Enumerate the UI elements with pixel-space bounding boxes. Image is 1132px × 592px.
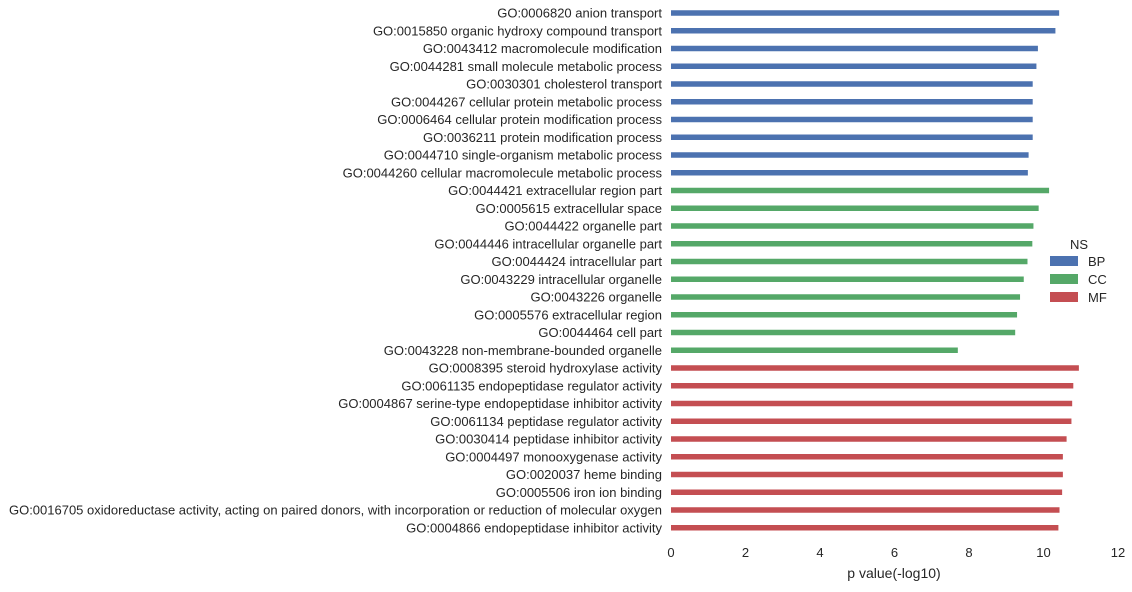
category-label: GO:0004497 monooxygenase activity — [445, 449, 662, 464]
x-tick-label: 6 — [891, 545, 898, 560]
category-label: GO:0044267 cellular protein metabolic pr… — [391, 94, 662, 109]
bar-cc — [671, 258, 1028, 265]
category-label: GO:0043228 non-membrane-bounded organell… — [384, 343, 662, 358]
category-label: GO:0005506 iron ion binding — [496, 485, 662, 500]
category-label: GO:0005615 extracellular space — [476, 201, 662, 216]
x-tick-label: 2 — [742, 545, 749, 560]
bar-mf — [671, 436, 1067, 442]
category-label: GO:0008395 steroid hydroxylase activity — [429, 361, 663, 376]
bar-cc — [671, 312, 1018, 318]
legend-swatch-bp — [1050, 256, 1078, 266]
category-label: GO:0004867 serine-type endopeptidase inh… — [338, 396, 662, 411]
bar-mf — [671, 383, 1074, 389]
bar-mf — [671, 454, 1063, 460]
legend-swatch-mf — [1050, 292, 1078, 302]
category-label: GO:0044281 small molecule metabolic proc… — [390, 59, 663, 74]
category-label: GO:0044421 extracellular region part — [448, 183, 662, 198]
bar-cc — [671, 241, 1033, 247]
category-label: GO:0043226 organelle — [530, 290, 662, 305]
category-label: GO:0004866 endopeptidase inhibitor activ… — [406, 520, 662, 535]
category-label: GO:0043229 intracellular organelle — [460, 272, 662, 287]
category-label: GO:0044710 single-organism metabolic pro… — [384, 148, 663, 163]
bar-mf — [671, 418, 1072, 424]
category-label: GO:0016705 oxidoreductase activity, acti… — [9, 503, 662, 518]
category-label: GO:0030301 cholesterol transport — [466, 77, 662, 92]
legend-label: MF — [1088, 290, 1107, 305]
category-label: GO:0005576 extracellular region — [474, 307, 662, 322]
bar-cc — [671, 347, 958, 353]
x-tick-label: 0 — [667, 545, 674, 560]
x-tick-label: 12 — [1111, 545, 1125, 560]
category-label: GO:0044446 intracellular organelle part — [434, 236, 662, 251]
bar-bp — [671, 116, 1033, 123]
bar-mf — [671, 489, 1063, 495]
bar-mf — [671, 507, 1060, 513]
x-axis-title: p value(-log10) — [847, 565, 940, 581]
bar-bp — [671, 81, 1033, 87]
category-label: GO:0044464 cell part — [538, 325, 662, 340]
category-label: GO:0006464 cellular protein modification… — [377, 112, 662, 127]
bar-mf — [671, 365, 1079, 371]
category-label: GO:0015850 organic hydroxy compound tran… — [373, 23, 662, 38]
category-label: GO:0061135 endopeptidase regulator activ… — [401, 378, 662, 393]
category-label: GO:0061134 peptidase regulator activity — [430, 414, 662, 429]
bar-mf — [671, 471, 1063, 478]
category-label: GO:0020037 heme binding — [506, 467, 662, 482]
category-label: GO:0044422 organelle part — [504, 219, 662, 234]
bar-cc — [671, 329, 1016, 336]
bar-mf — [671, 400, 1073, 407]
bar-cc — [671, 187, 1050, 194]
legend-swatch-cc — [1050, 274, 1078, 284]
bar-mf — [671, 525, 1059, 531]
x-axis-ticks: 0 2 4 6 8 10 12 — [667, 545, 1125, 560]
bar-cc — [671, 223, 1034, 229]
bars-layer — [671, 10, 1079, 531]
legend-label: CC — [1088, 272, 1107, 287]
legend-label: BP — [1088, 254, 1105, 269]
category-labels: GO:0006820 anion transport GO:0015850 org… — [9, 6, 663, 536]
category-label: GO:0044260 cellular macromolecule metabo… — [343, 165, 663, 180]
bar-bp — [671, 45, 1038, 52]
bar-bp — [671, 170, 1028, 176]
bar-cc — [671, 205, 1039, 211]
bar-bp — [671, 28, 1056, 34]
bar-cc — [671, 276, 1024, 282]
legend-title: NS — [1070, 237, 1088, 252]
bar-cc — [671, 294, 1021, 300]
category-label: GO:0036211 protein modification process — [423, 130, 662, 145]
x-tick-label: 4 — [816, 545, 823, 560]
category-label: GO:0044424 intracellular part — [491, 254, 662, 269]
bar-bp — [671, 134, 1033, 140]
bar-bp — [671, 63, 1037, 69]
category-label: GO:0006820 anion transport — [497, 6, 662, 21]
bar-bp — [671, 99, 1033, 105]
bar-bp — [671, 10, 1060, 16]
x-tick-label: 10 — [1036, 545, 1050, 560]
category-label: GO:0030414 peptidase inhibitor activity — [435, 432, 662, 447]
category-label: GO:0043412 macromolecule modification — [423, 41, 662, 56]
x-tick-label: 8 — [965, 545, 972, 560]
bar-bp — [671, 152, 1029, 158]
